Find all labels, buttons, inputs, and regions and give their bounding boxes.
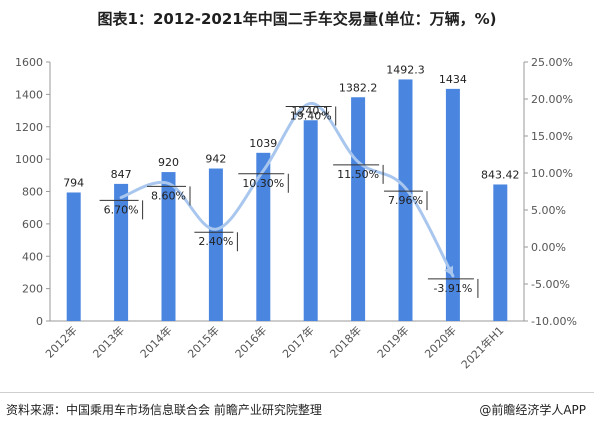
- growth-label-bracket: [333, 164, 384, 184]
- bar-value-label: 843.42: [481, 168, 520, 181]
- y2-tick-label: 15.00%: [531, 130, 573, 143]
- x-tick-label: 2017年: [279, 323, 316, 360]
- x-tick-label: 2012年: [42, 323, 79, 360]
- bar-value-label: 1382.2: [339, 81, 378, 94]
- x-tick-label: 2014年: [137, 323, 174, 360]
- bar-value-label: 1240.1: [291, 104, 330, 117]
- bar-value-label: 1492.3: [386, 63, 425, 76]
- y-tick-label: 400: [22, 250, 43, 263]
- growth-value-label: 6.70%: [104, 203, 139, 216]
- x-tick-label: 2019年: [374, 323, 411, 360]
- y-tick-label: 1400: [15, 88, 43, 101]
- y-tick-label: 600: [22, 218, 43, 231]
- bar: [208, 168, 223, 321]
- y2-tick-label: -10.00%: [531, 315, 577, 328]
- y-tick-label: 200: [22, 283, 43, 296]
- bar-value-label: 1434: [439, 73, 467, 86]
- bar: [66, 192, 81, 321]
- growth-value-label: 11.50%: [337, 168, 379, 181]
- growth-value-label: -3.91%: [433, 282, 472, 295]
- growth-label-bracket: [194, 231, 238, 252]
- x-tick-label: 2015年: [185, 323, 222, 360]
- bar: [161, 172, 176, 321]
- x-tick-label: 2013年: [90, 323, 127, 360]
- growth-value-label: 19.40%: [290, 109, 332, 122]
- y2-tick-label: 0.00%: [531, 241, 566, 254]
- bar: [303, 120, 318, 321]
- growth-label-bracket: [427, 278, 479, 298]
- growth-label-bracket: [147, 185, 191, 206]
- brand-credit: @前瞻经济学人APP: [479, 403, 586, 417]
- bar-value-label: 920: [158, 156, 179, 169]
- growth-value-label: 8.60%: [151, 189, 186, 202]
- growth-value-label: 7.96%: [388, 194, 423, 207]
- bar: [256, 152, 271, 321]
- bar: [398, 79, 413, 322]
- y2-tick-label: 20.00%: [531, 93, 573, 106]
- y2-tick-label: -5.00%: [531, 278, 570, 291]
- y2-tick-label: 25.00%: [531, 56, 573, 69]
- growth-label-bracket: [285, 105, 337, 126]
- growth-value-label: 10.30%: [242, 177, 284, 190]
- growth-line-arrow: [444, 265, 454, 276]
- y-tick-label: 1600: [15, 56, 43, 69]
- bar: [493, 184, 508, 321]
- y-tick-label: 800: [22, 186, 43, 199]
- chart-title: 图表1：2012-2021年中国二手车交易量(单位：万辆，%): [97, 10, 497, 28]
- y-tick-label: 1200: [15, 121, 43, 134]
- y2-tick-label: 5.00%: [531, 204, 566, 217]
- growth-label-bracket: [99, 199, 144, 220]
- bar: [445, 88, 460, 321]
- x-tick-label: 2018年: [327, 323, 364, 360]
- bar-value-label: 1039: [249, 137, 277, 150]
- bar-value-label: 847: [111, 168, 132, 181]
- y-tick-label: 1000: [15, 153, 43, 166]
- growth-value-label: 2.40%: [198, 235, 233, 248]
- y-tick-label: 0: [36, 315, 43, 328]
- growth-line: [119, 101, 455, 278]
- bar-value-label: 794: [63, 176, 84, 189]
- x-tick-label: 2021年H1: [458, 323, 506, 371]
- chart-canvas: 0 200 400 600 800 1000 1200 1400 1600 -10.00% -5.0…: [15, 56, 577, 371]
- x-tick-label: 2016年: [232, 323, 269, 360]
- growth-label-bracket: [384, 190, 428, 211]
- x-tick-label: 2020年: [422, 323, 459, 360]
- bar: [351, 97, 366, 321]
- bar: [114, 183, 129, 321]
- source-note: 资料来源：中国乘用车市场信息联合会 前瞻产业研究院整理: [6, 403, 322, 417]
- y2-tick-label: 10.00%: [531, 167, 573, 180]
- footer: 资料来源：中国乘用车市场信息联合会 前瞻产业研究院整理 @前瞻经济学人APP: [0, 392, 594, 423]
- bar-value-label: 942: [205, 153, 226, 166]
- growth-label-bracket: [238, 173, 289, 193]
